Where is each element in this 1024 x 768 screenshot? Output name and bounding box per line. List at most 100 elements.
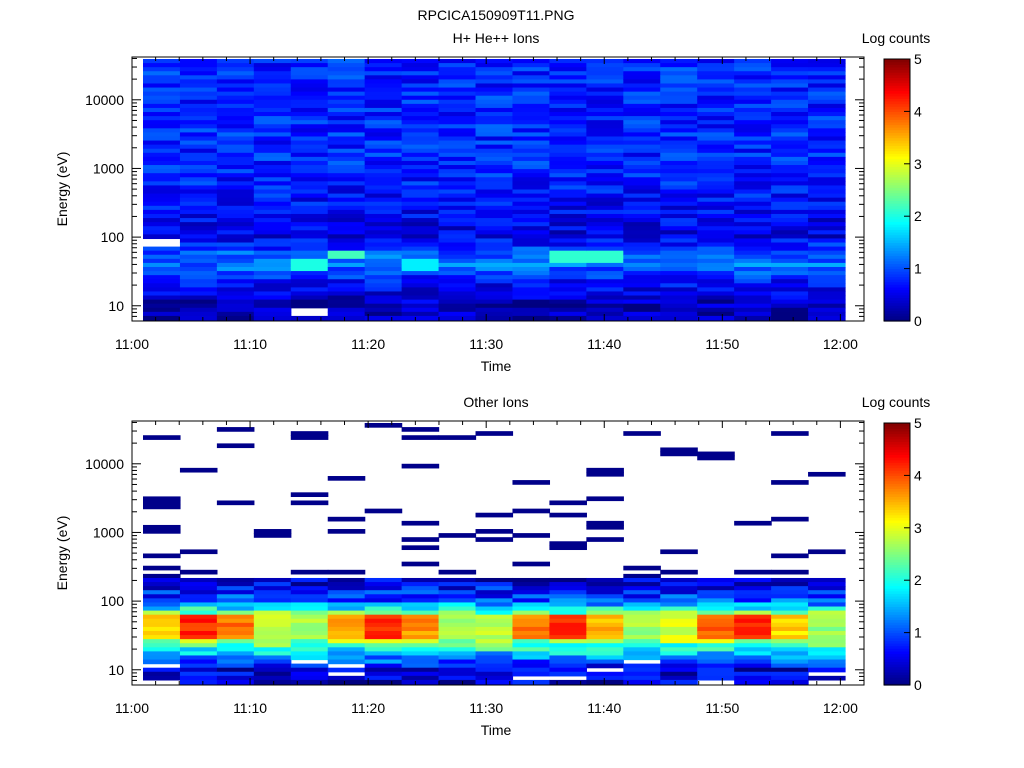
heatmap-cell: [512, 67, 551, 72]
heatmap-cell: [623, 71, 661, 76]
heatmap-cell: [660, 275, 698, 280]
heatmap-cell: [253, 667, 292, 673]
heatmap-cell: [253, 189, 292, 195]
heatmap-cell: [549, 590, 587, 595]
heatmap-cell: [734, 201, 772, 207]
heatmap-cell: [143, 287, 181, 293]
heatmap-cell: [623, 246, 661, 252]
heatmap-cell: [364, 630, 403, 636]
heatmap-cell: [253, 116, 292, 121]
heatmap-cell: [253, 226, 292, 231]
heatmap-cell: [512, 152, 551, 158]
heatmap-cell: [697, 103, 735, 109]
heatmap-cell: [364, 71, 403, 76]
heatmap-cell: [475, 63, 514, 68]
heatmap-cell: [143, 635, 181, 640]
heatmap-cell: [143, 500, 181, 506]
heatmap-cell: [549, 79, 587, 85]
heatmap-cell: [586, 299, 624, 305]
heatmap-cell: [438, 242, 477, 248]
heatmap-cell: [290, 586, 329, 591]
heatmap-cell: [216, 295, 255, 301]
heatmap-cell: [364, 582, 403, 587]
heatmap-cell: [475, 303, 514, 309]
heatmap-cell: [808, 622, 846, 628]
heatmap-cell: [253, 128, 292, 134]
heatmap-cell: [808, 606, 846, 612]
y-tick-label: 100: [101, 593, 125, 609]
heatmap-cell: [401, 291, 440, 297]
heatmap-cell: [660, 647, 698, 652]
heatmap-cell: [808, 75, 846, 80]
heatmap-cell: [216, 655, 255, 661]
heatmap-cell: [401, 675, 440, 681]
heatmap-cell: [549, 643, 587, 648]
heatmap-cell: [586, 213, 624, 219]
heatmap-cell: [660, 250, 698, 256]
heatmap-cell: [438, 569, 477, 575]
colorbar-swatch: [884, 648, 910, 652]
heatmap-cell: [808, 602, 846, 608]
heatmap-cell: [290, 291, 329, 297]
heatmap-cell: [179, 242, 218, 248]
heatmap-cell: [623, 647, 661, 652]
heatmap-cell: [327, 103, 366, 109]
heatmap-cell: [771, 242, 809, 248]
heatmap-cell: [253, 614, 292, 620]
colorbar-swatch: [884, 459, 910, 463]
heatmap-cell: [623, 250, 661, 256]
heatmap-cell: [253, 173, 292, 178]
colorbar-swatch: [884, 629, 910, 634]
heatmap-cell: [586, 99, 624, 105]
heatmap-cell: [734, 112, 772, 117]
colorbar-swatch: [884, 512, 910, 516]
heatmap-cell: [623, 291, 661, 297]
heatmap-cell: [143, 279, 181, 284]
heatmap-cell: [512, 173, 551, 178]
heatmap-cell: [697, 307, 735, 313]
heatmap-cell: [364, 610, 403, 616]
heatmap-cell: [586, 177, 624, 182]
heatmap-cell: [143, 128, 181, 134]
colorbar-swatch: [884, 229, 910, 233]
heatmap-cell: [771, 120, 809, 125]
heatmap-cell: [401, 582, 440, 587]
heatmap-cell: [179, 79, 218, 85]
heatmap-cell: [808, 635, 846, 640]
heatmap-cell: [475, 647, 514, 652]
heatmap-cell: [771, 160, 809, 166]
heatmap-cell: [549, 116, 587, 121]
colorbar-swatch: [884, 307, 910, 312]
heatmap-cell: [364, 63, 403, 68]
heatmap-cell: [734, 99, 772, 105]
heatmap-cell: [734, 262, 772, 268]
heatmap-cell: [734, 83, 772, 89]
heatmap-cell: [771, 516, 809, 522]
heatmap-cell: [327, 209, 366, 215]
heatmap-cell: [660, 598, 698, 604]
heatmap-cell: [327, 577, 366, 583]
colorbar-swatch: [884, 457, 910, 461]
heatmap-cell: [364, 254, 403, 260]
heatmap-cell: [179, 266, 218, 272]
heatmap-cell: [623, 140, 661, 146]
heatmap-cell: [179, 655, 218, 661]
heatmap-cell: [401, 635, 440, 640]
heatmap-cell: [179, 586, 218, 591]
heatmap-cell: [771, 132, 809, 138]
heatmap-cell: [697, 671, 735, 677]
heatmap-cell: [143, 275, 181, 280]
heatmap-cell: [512, 156, 551, 162]
heatmap-cell: [216, 443, 255, 449]
heatmap-cell: [660, 549, 698, 555]
heatmap-cell: [216, 622, 255, 628]
heatmap-cell: [771, 626, 809, 632]
heatmap-cell: [623, 315, 661, 321]
heatmap-cell: [771, 71, 809, 76]
heatmap-cell: [179, 71, 218, 76]
heatmap-cell: [734, 287, 772, 293]
heatmap-cell: [401, 275, 440, 280]
heatmap-cell: [586, 647, 624, 652]
heatmap-cell: [253, 671, 292, 677]
heatmap-cell: [438, 655, 477, 661]
